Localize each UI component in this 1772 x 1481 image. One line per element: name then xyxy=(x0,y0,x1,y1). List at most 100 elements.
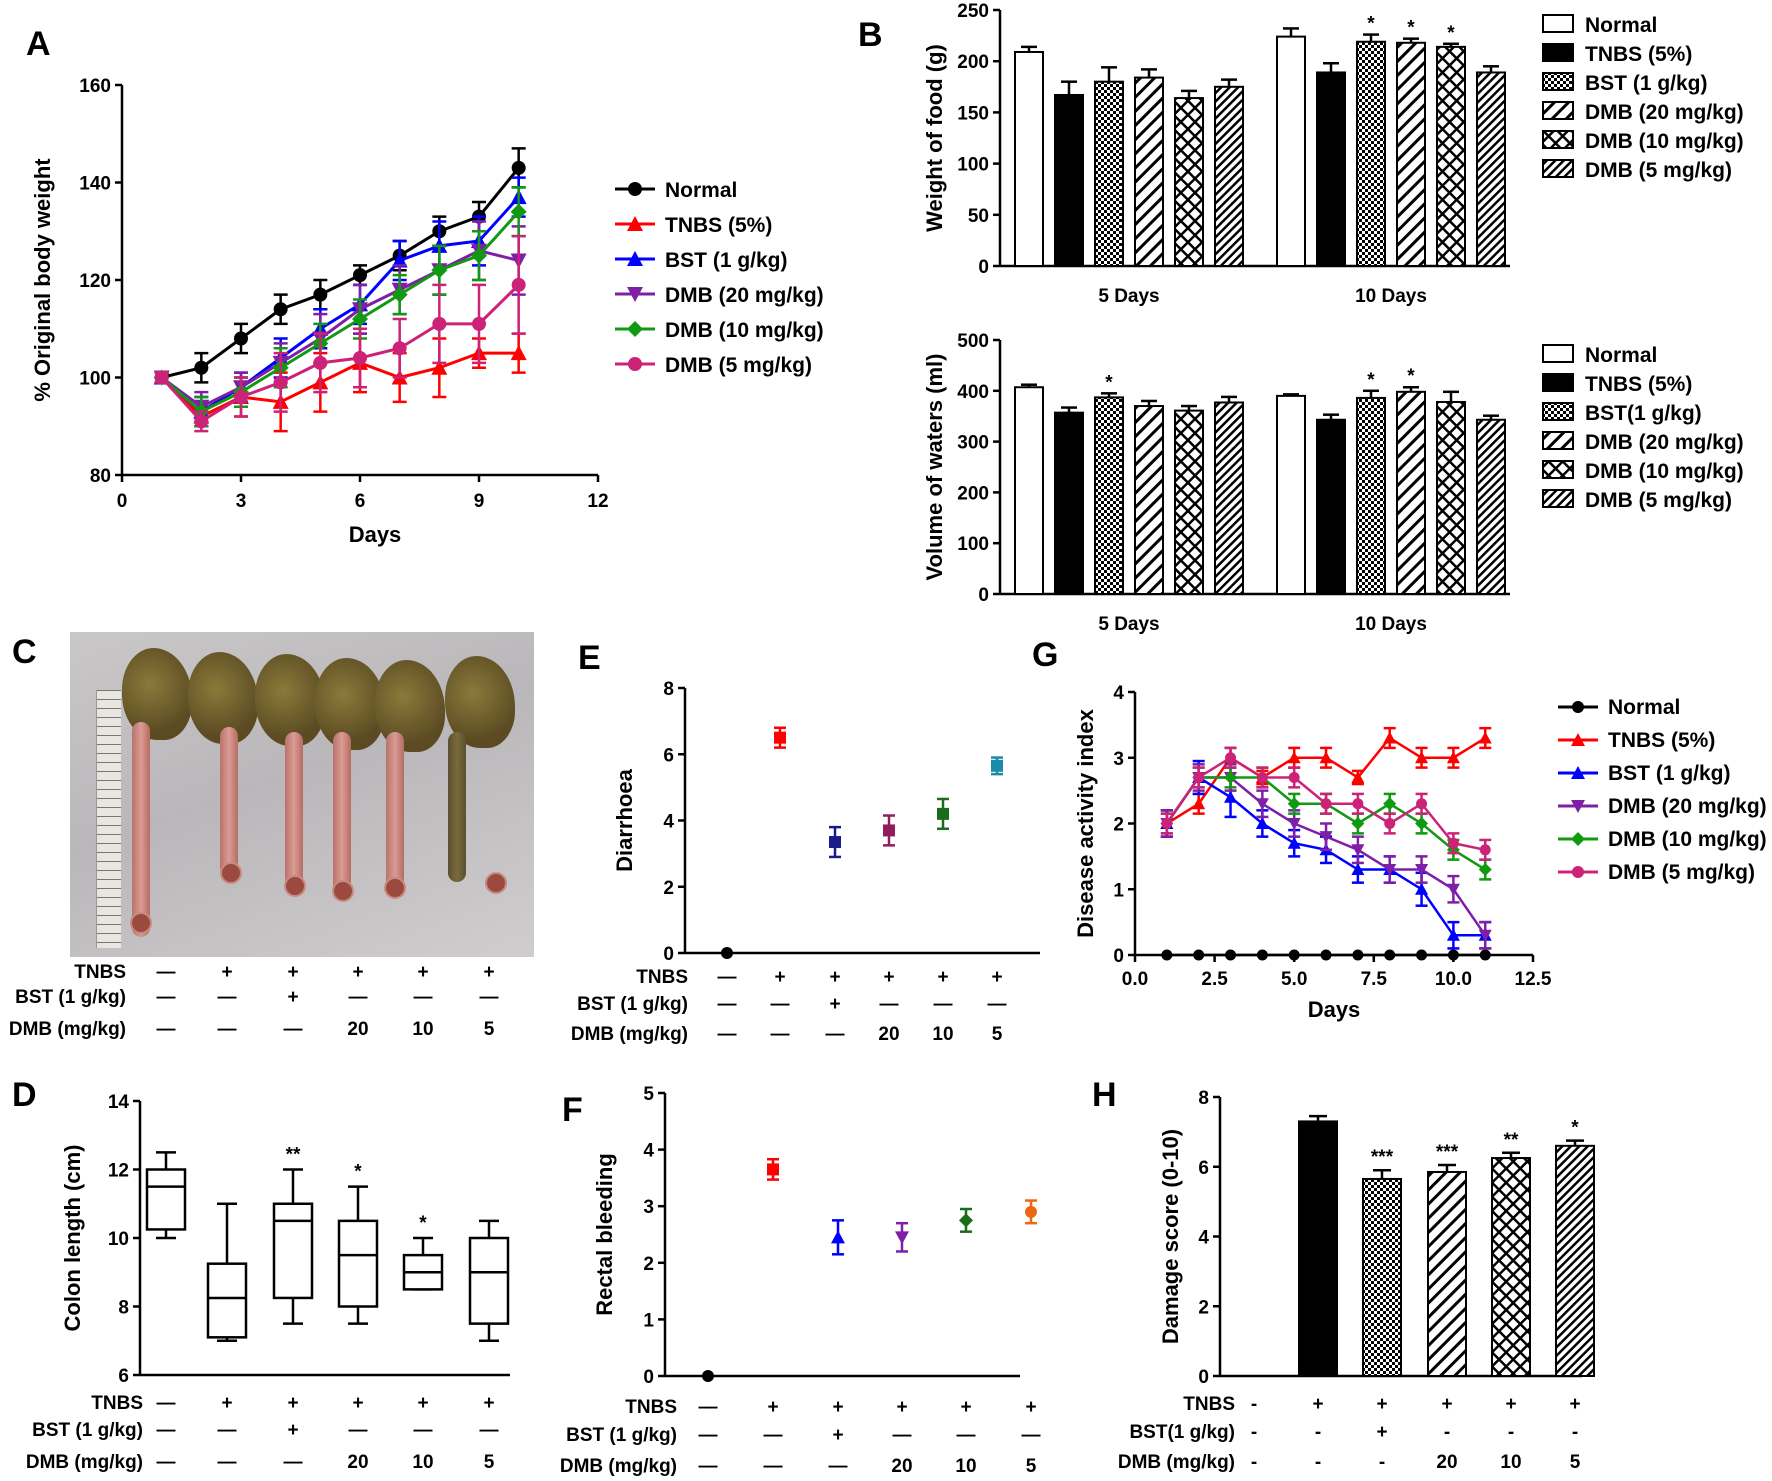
condition-cell: 5 xyxy=(1570,1452,1581,1473)
data-point xyxy=(1193,949,1205,961)
data-point xyxy=(1255,798,1269,811)
y-tick-label: 6 xyxy=(118,1366,129,1387)
data-point xyxy=(1225,949,1237,961)
condition-cell: + xyxy=(287,987,298,1008)
panel-label-e: E xyxy=(578,639,601,677)
y-tick-label: 0 xyxy=(1113,946,1124,967)
data-point xyxy=(1447,837,1459,849)
y-tick-label: 140 xyxy=(79,174,111,195)
category-label: 5 Days xyxy=(1098,614,1159,635)
y-tick-label: 12 xyxy=(108,1161,129,1182)
bar-group: 5 Days xyxy=(1014,45,1244,307)
colon-specimen-tip xyxy=(384,877,406,899)
condition-row-label: TNBS xyxy=(91,1393,143,1414)
y-tick-label: 50 xyxy=(968,206,989,227)
legend-marker xyxy=(1571,733,1585,746)
series-1 xyxy=(1160,726,1492,838)
bar xyxy=(1298,1120,1338,1377)
conditions-c: TNBS — + + + + + BST (1 g/kg) — — + — — — DMB (mg/kg) —… xyxy=(9,962,499,1040)
panel-label-a: A xyxy=(26,25,51,63)
data-point xyxy=(391,252,408,268)
data-point xyxy=(721,947,733,959)
legend-swatch xyxy=(1542,402,1574,421)
data-point xyxy=(1287,818,1301,830)
condition-cell: - xyxy=(1379,1452,1385,1473)
condition-cell: - xyxy=(1572,1422,1578,1443)
condition-cell: - xyxy=(1444,1422,1450,1443)
condition-cell: + xyxy=(832,1425,843,1446)
bar xyxy=(1356,396,1386,595)
bar-2: *** xyxy=(1362,1147,1402,1378)
condition-cell: — xyxy=(880,994,899,1015)
chart-g-disease-activity: 0 1 2 3 4 Disease activity index 0.0 2.5 5.0 7.5 1… xyxy=(1073,683,1767,1022)
bar xyxy=(1174,97,1204,268)
data-point xyxy=(991,759,1003,772)
data-point xyxy=(391,286,408,303)
bar xyxy=(1014,386,1044,595)
condition-cell: 10 xyxy=(932,1024,953,1045)
y-tick-label: 3 xyxy=(1113,749,1124,770)
x-tick-label: 9 xyxy=(474,491,485,512)
significance-mark: ** xyxy=(286,1145,301,1166)
x-axis-label: Days xyxy=(1308,997,1361,1022)
y-tick-label: 4 xyxy=(1113,683,1124,704)
chart-a-body-weight: 80 100 120 140 160 % Original body weight 0 3 6 9… xyxy=(30,76,824,547)
y-axis-label: Damage score (0-10) xyxy=(1158,1129,1183,1344)
legend-entry: DMB (20 mg/kg) xyxy=(1585,101,1744,124)
y-tick-label: 400 xyxy=(957,382,989,403)
condition-cell: 5 xyxy=(1026,1456,1037,1477)
y-tick-label: 4 xyxy=(663,812,674,833)
condition-cell: + xyxy=(829,967,840,988)
conditions-e: TNBS — + + + + + BST (1 g/kg) — — + — — — DMB (mg/kg) —… xyxy=(571,967,1007,1045)
condition-cell: 5 xyxy=(484,1019,495,1040)
bar xyxy=(1214,85,1244,267)
data-point xyxy=(1224,790,1238,803)
condition-cell: + xyxy=(287,962,298,983)
condition-cell: - xyxy=(1251,1452,1257,1473)
box-body xyxy=(272,1202,314,1300)
data-point xyxy=(702,1370,714,1382)
y-tick-label: 4 xyxy=(1198,1228,1209,1249)
series-5 xyxy=(1160,746,1492,861)
y-axis-label: Disease activity index xyxy=(1073,708,1098,937)
legend-entry: DMB (5 mg/kg) xyxy=(1608,861,1755,884)
condition-cell: + xyxy=(221,962,232,983)
condition-cell: — xyxy=(480,1420,499,1441)
condition-cell: 10 xyxy=(412,1019,433,1040)
y-axis-label: Rectal bleeding xyxy=(592,1153,617,1316)
box-body xyxy=(145,1168,187,1231)
bar-3: *** xyxy=(1427,1142,1467,1377)
y-tick-label: 10 xyxy=(108,1229,129,1250)
y-tick-label: 3 xyxy=(643,1197,654,1218)
conditions-d: TNBS — + + + + + BST (1 g/kg) — — + — — — DMB (mg/kg) —… xyxy=(26,1393,499,1473)
condition-row-label: TNBS xyxy=(625,1397,677,1418)
condition-cell: — xyxy=(957,1425,976,1446)
condition-cell: — xyxy=(699,1425,718,1446)
y-tick-label: 8 xyxy=(663,679,674,700)
condition-cell: 5 xyxy=(992,1024,1003,1045)
condition-cell: + xyxy=(937,967,948,988)
significance-mark: * xyxy=(354,1162,362,1183)
ruler xyxy=(96,690,121,948)
bar xyxy=(1174,409,1204,595)
x-tick-label: 5.0 xyxy=(1281,969,1307,990)
condition-row-label: BST (1 g/kg) xyxy=(566,1425,677,1446)
data-point xyxy=(273,302,288,317)
point-0 xyxy=(702,1370,714,1382)
data-point xyxy=(472,316,486,331)
condition-cell: — xyxy=(349,987,368,1008)
data-point xyxy=(1383,797,1397,811)
condition-cell: + xyxy=(352,1393,363,1414)
condition-cell: + xyxy=(287,1420,298,1441)
significance-mark: * xyxy=(1367,370,1375,391)
data-point xyxy=(1319,831,1333,844)
significance-mark: ** xyxy=(1504,1130,1519,1151)
condition-cell: 20 xyxy=(1436,1452,1457,1473)
condition-cell: — xyxy=(764,1425,783,1446)
condition-cell: + xyxy=(417,1393,428,1414)
legend-swatch xyxy=(1542,43,1574,62)
data-point xyxy=(392,341,407,356)
bar-group: * * 10 Days xyxy=(1276,366,1506,635)
legend-entry: TNBS (5%) xyxy=(1585,43,1692,66)
condition-cell: — xyxy=(157,1019,176,1040)
